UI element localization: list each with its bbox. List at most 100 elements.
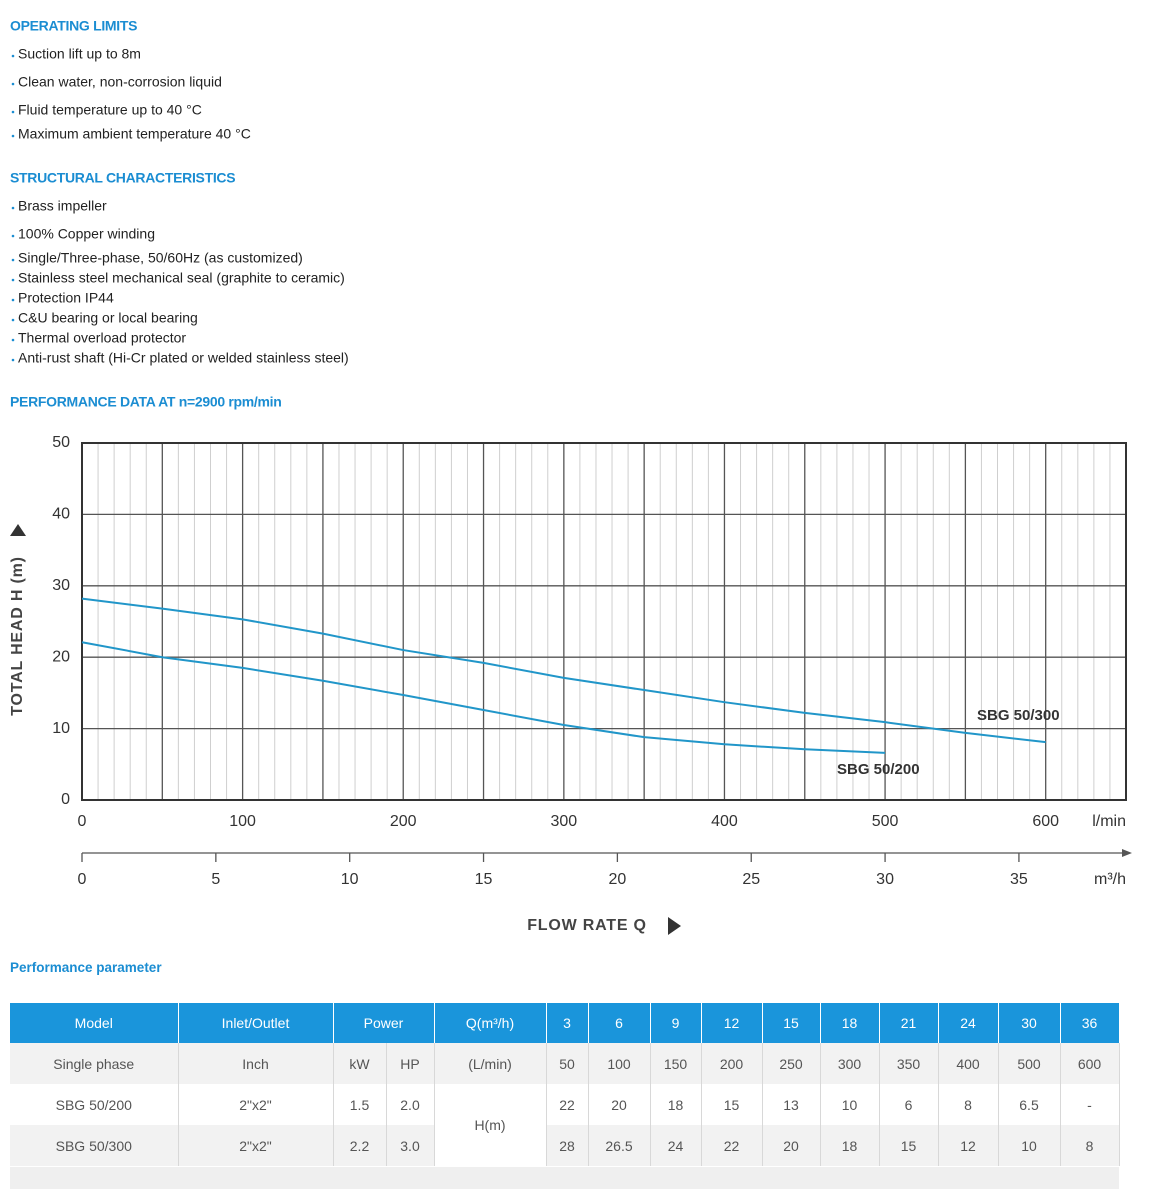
chart-title: PERFORMANCE DATA AT n=2900 rpm/min bbox=[10, 394, 282, 410]
bullet bbox=[11, 82, 15, 86]
table-cell: 26.5 bbox=[588, 1125, 651, 1166]
x-tick-label: 200 bbox=[390, 813, 417, 830]
chart-document: OPERATING LIMITS Suction lift up to 8m Cle… bbox=[9, 18, 1132, 935]
x2-tick-label: 15 bbox=[475, 871, 493, 888]
bullet bbox=[11, 358, 15, 362]
series-line bbox=[81, 597, 1046, 744]
table-cell: H(m) bbox=[434, 1084, 547, 1166]
table-cell: 2"x2" bbox=[178, 1125, 334, 1166]
x2-tick-label: 5 bbox=[211, 871, 220, 888]
table-cell: Inch bbox=[178, 1043, 334, 1084]
header-cell: 3 bbox=[546, 1003, 589, 1043]
table-cell: 15 bbox=[701, 1084, 763, 1125]
y-title-arrow bbox=[10, 524, 26, 536]
x-tick-label: 500 bbox=[872, 813, 899, 830]
x2-tick-label: 20 bbox=[608, 871, 626, 888]
table-cell: 24 bbox=[650, 1125, 702, 1166]
header-cell: 24 bbox=[938, 1003, 999, 1043]
header-cell: 15 bbox=[762, 1003, 821, 1043]
series-label: SBG 50/200 bbox=[837, 761, 920, 778]
table-cell: 1.5 bbox=[333, 1084, 387, 1125]
bullet bbox=[11, 338, 15, 342]
table-cell: HP bbox=[386, 1043, 435, 1084]
table-cell: SBG 50/200 bbox=[10, 1084, 179, 1125]
x-tick-label: 400 bbox=[711, 813, 738, 830]
table-row: Model Inlet/Outlet Power Q(m³/h) 3 6 9 12 15 18 21… bbox=[10, 1003, 1120, 1043]
bullet-item: 100% Copper winding bbox=[18, 226, 155, 242]
table-cell: 28 bbox=[546, 1125, 589, 1166]
bullet bbox=[11, 134, 15, 138]
x-tick-label: 100 bbox=[229, 813, 256, 830]
table-cell: 600 bbox=[1060, 1043, 1120, 1084]
table-cell: 6 bbox=[879, 1084, 939, 1125]
y-axis-title: TOTAL HEAD H (m) bbox=[9, 556, 26, 715]
table-cell: 22 bbox=[546, 1084, 589, 1125]
bullet bbox=[11, 206, 15, 210]
table-cell: 12 bbox=[938, 1125, 999, 1166]
header-cell: 9 bbox=[650, 1003, 702, 1043]
bullet-item: Protection IP44 bbox=[18, 290, 114, 306]
table-cell: 18 bbox=[650, 1084, 702, 1125]
x2-unit: m³/h bbox=[1094, 871, 1126, 888]
x-tick-label: 0 bbox=[78, 813, 87, 830]
header-cell: Inlet/Outlet bbox=[178, 1003, 334, 1043]
x2-tick-label: 35 bbox=[1010, 871, 1028, 888]
table-row: SBG 50/200 2"x2" 1.5 2.0 H(m) 22 20 18 15 13 10 6 8 6… bbox=[10, 1084, 1120, 1166]
table-cell: 20 bbox=[762, 1125, 821, 1166]
bullet bbox=[11, 278, 15, 282]
section-heading: STRUCTURAL CHARACTERISTICS bbox=[10, 170, 235, 186]
y-tick-label: 0 bbox=[61, 791, 70, 808]
header-cell: Q(m³/h) bbox=[434, 1003, 547, 1043]
table-cell: 400 bbox=[938, 1043, 999, 1084]
header-cell: 21 bbox=[879, 1003, 939, 1043]
bullet-item: Thermal overload protector bbox=[18, 330, 186, 346]
x-unit: l/min bbox=[1092, 813, 1126, 830]
bullet-item: Fluid temperature up to 40 °C bbox=[18, 102, 202, 118]
section-heading: OPERATING LIMITS bbox=[10, 18, 137, 34]
plot-border bbox=[81, 442, 1127, 801]
table-cell: 8 bbox=[938, 1084, 999, 1125]
x-tick-label: 300 bbox=[550, 813, 577, 830]
table-cell: 20 bbox=[588, 1084, 651, 1125]
table-cell: 300 bbox=[820, 1043, 880, 1084]
bullet-item: Brass impeller bbox=[18, 198, 107, 214]
header-cell: Model bbox=[10, 1003, 179, 1043]
y-tick-label: 10 bbox=[52, 720, 70, 737]
y-tick-label: 20 bbox=[52, 648, 70, 665]
bullet bbox=[11, 234, 15, 238]
table-footer bbox=[10, 1167, 1119, 1189]
table-cell: 2.0 bbox=[386, 1084, 435, 1125]
header-cell: 6 bbox=[588, 1003, 651, 1043]
y-tick-label: 40 bbox=[52, 506, 70, 523]
x2-arrow bbox=[1122, 849, 1132, 857]
bullet-item: Anti-rust shaft (Hi-Cr plated or welded … bbox=[18, 350, 349, 366]
table-cell: 18 bbox=[820, 1125, 880, 1166]
header-cell: 18 bbox=[820, 1003, 880, 1043]
table-cell: 50 bbox=[546, 1043, 589, 1084]
header-cell: 12 bbox=[701, 1003, 763, 1043]
bullet-item: Maximum ambient temperature 40 °C bbox=[18, 126, 251, 142]
bullet-item: C&U bearing or local bearing bbox=[18, 310, 198, 326]
table-cell: 6.5 bbox=[998, 1084, 1061, 1125]
table-cell: 200 bbox=[701, 1043, 763, 1084]
table-cell: Single phase bbox=[10, 1043, 179, 1084]
table-cell: 250 bbox=[762, 1043, 821, 1084]
table-cell: (L/min) bbox=[434, 1043, 547, 1084]
table-row: SBG 50/300 2"x2" 2.2 3.0 28 26.5 24 22 20 18 15 12 1… bbox=[10, 1125, 1120, 1166]
bullet bbox=[11, 110, 15, 114]
y-tick-label: 30 bbox=[52, 577, 70, 594]
table-title: Performance parameter bbox=[10, 960, 162, 975]
table-cell: 350 bbox=[879, 1043, 939, 1084]
table-cell: 500 bbox=[998, 1043, 1061, 1084]
table-cell: 2"x2" bbox=[178, 1084, 334, 1125]
series-label: SBG 50/300 bbox=[977, 707, 1060, 724]
x2-tick-label: 25 bbox=[742, 871, 760, 888]
y-tick-label: 50 bbox=[52, 434, 70, 451]
x-axis-title: FLOW RATE Q bbox=[527, 917, 647, 934]
table-cell: 8 bbox=[1060, 1125, 1120, 1166]
bullet-item: Stainless steel mechanical seal (graphit… bbox=[18, 270, 345, 286]
bullet bbox=[11, 298, 15, 302]
bullet bbox=[11, 54, 15, 58]
table-cell: kW bbox=[333, 1043, 387, 1084]
header-cell: Power bbox=[333, 1003, 435, 1043]
